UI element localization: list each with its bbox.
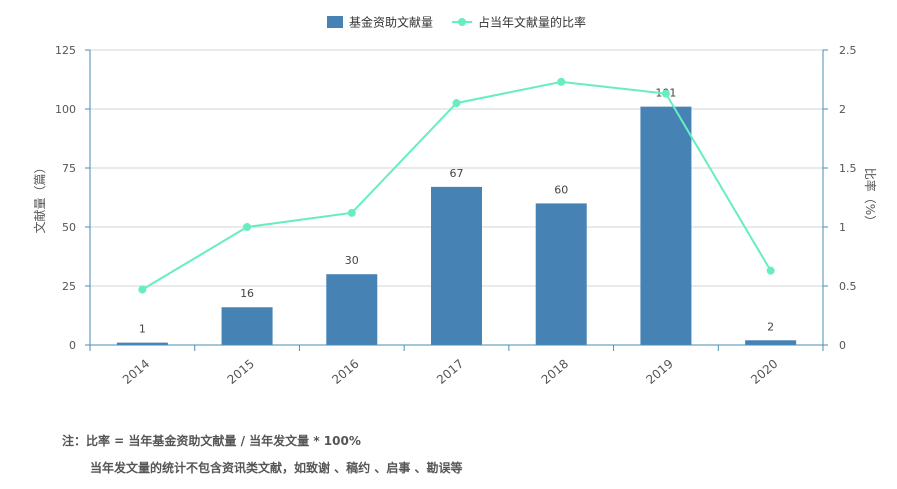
- bar-data-label: 30: [345, 254, 359, 267]
- legend-line-marker: [458, 18, 466, 26]
- bar[interactable]: [431, 186, 482, 345]
- x-tick-label: 2014: [120, 357, 152, 387]
- y-tick-label: 25: [62, 280, 76, 293]
- y-axis-label: 文献量（篇）: [32, 161, 47, 233]
- bar[interactable]: [326, 274, 378, 345]
- line-point[interactable]: [661, 89, 670, 98]
- y2-tick-label: 1: [839, 221, 846, 234]
- bar[interactable]: [221, 307, 273, 345]
- x-tick-label: 2016: [329, 357, 361, 387]
- x-tick-label: 2019: [643, 357, 675, 387]
- y-tick-label: 125: [55, 44, 76, 57]
- bar-data-label: 60: [554, 183, 568, 196]
- x-tick-label: 2018: [539, 357, 571, 387]
- bar-data-label: 16: [240, 287, 254, 300]
- legend[interactable]: 基金资助文献量 占当年文献量的比率: [327, 15, 586, 30]
- bar[interactable]: [116, 342, 168, 345]
- line-point[interactable]: [766, 266, 775, 275]
- footnote-exclusion: 当年发文量的统计不包含资讯类文献，如致谢 、稿约 、启事 、勘误等: [90, 461, 463, 475]
- legend-bar-swatch: [327, 16, 343, 28]
- line-point[interactable]: [138, 285, 147, 294]
- x-tick-label: 2020: [748, 357, 780, 387]
- bar-data-label: 67: [450, 167, 464, 180]
- y-tick-label: 100: [55, 103, 76, 116]
- bar[interactable]: [535, 203, 587, 345]
- line-point[interactable]: [347, 208, 356, 217]
- y2-tick-label: 2: [839, 103, 846, 116]
- x-tick-label: 2015: [225, 357, 257, 387]
- bar[interactable]: [745, 340, 797, 345]
- y2-tick-label: 0: [839, 339, 846, 352]
- y-tick-label: 0: [69, 339, 76, 352]
- y-tick-label: 50: [62, 221, 76, 234]
- line-point[interactable]: [243, 223, 252, 231]
- y-tick-label: 75: [62, 162, 76, 175]
- legend-bar-label: 基金资助文献量: [349, 15, 433, 30]
- y2-axis-label: 比率（%）: [863, 168, 878, 227]
- y2-tick-label: 1.5: [839, 162, 857, 175]
- legend-line-label: 占当年文献量的比率: [478, 15, 586, 30]
- y2-tick-label: 2.5: [839, 44, 857, 57]
- bar[interactable]: [640, 106, 692, 345]
- y2-tick-label: 0.5: [839, 280, 857, 293]
- chart: 1163067601012 025507510012500.511.522.52…: [32, 15, 878, 387]
- bar-data-label: 1: [139, 323, 146, 336]
- line-point[interactable]: [557, 77, 566, 86]
- bar-series: 1163067601012: [116, 87, 797, 345]
- footnote-ratio-definition: 注：比率 = 当年基金资助文献量 / 当年发文量 * 100%: [62, 434, 361, 448]
- line-series: [138, 77, 775, 294]
- x-tick-label: 2017: [434, 357, 466, 387]
- grid-lines: [90, 49, 823, 287]
- line-point[interactable]: [452, 99, 461, 108]
- bar-data-label: 2: [767, 320, 774, 333]
